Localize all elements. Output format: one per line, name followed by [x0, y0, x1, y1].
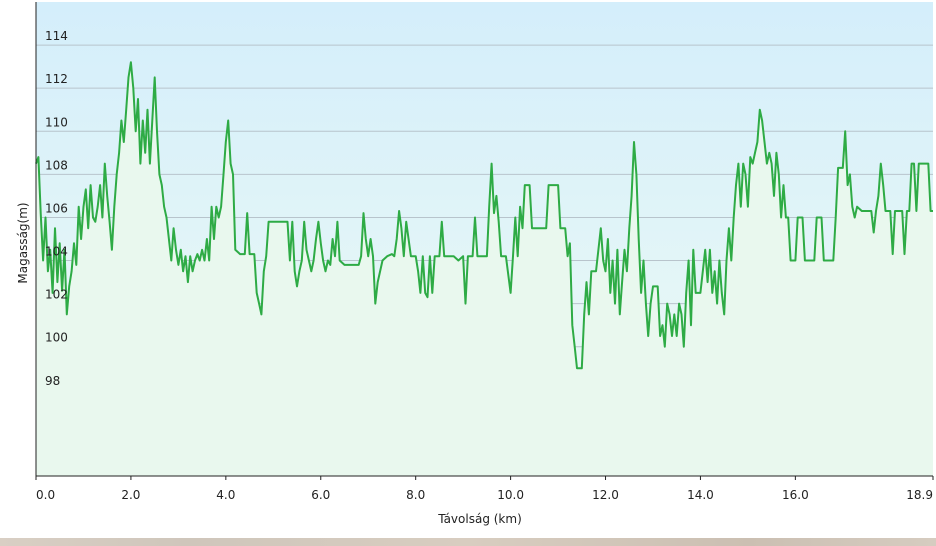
x-tick-label: 8.0 — [406, 488, 425, 502]
x-axis-title: Távolság (km) — [437, 512, 522, 526]
x-tick-label: 0.0 — [36, 488, 55, 502]
x-tick-label: 14.0 — [687, 488, 714, 502]
elevation-line — [35, 61, 933, 370]
x-tick-label: 4.0 — [216, 488, 235, 502]
x-tick-label: 18.9 — [906, 488, 933, 502]
y-tick-label: 114 — [45, 29, 68, 43]
y-tick-label: 104 — [45, 245, 68, 259]
y-tick-label: 106 — [45, 201, 68, 215]
x-tick-label: 10.0 — [497, 488, 524, 502]
y-tick-label: 98 — [45, 374, 60, 388]
x-tick-label: 2.0 — [121, 488, 140, 502]
elevation-area — [36, 62, 933, 477]
x-tick-label: 12.0 — [592, 488, 619, 502]
bottom-strip — [0, 538, 936, 546]
x-tick-label: 16.0 — [782, 488, 809, 502]
y-tick-label: 110 — [45, 115, 68, 129]
x-tick-label: 6.0 — [311, 488, 330, 502]
y-ticks: 98 100 102 104 106 108 110 112 114 — [45, 29, 68, 388]
x-ticks: 0.0 2.0 4.0 6.0 8.0 10.0 12.0 14.0 16.0 18.9 — [35, 476, 934, 502]
y-tick-label: 102 — [45, 288, 68, 302]
y-tick-label: 100 — [45, 331, 68, 345]
y-tick-label: 112 — [45, 72, 68, 86]
y-tick-label: 108 — [45, 158, 68, 172]
y-axis-title: Magasság(m) — [16, 202, 30, 283]
